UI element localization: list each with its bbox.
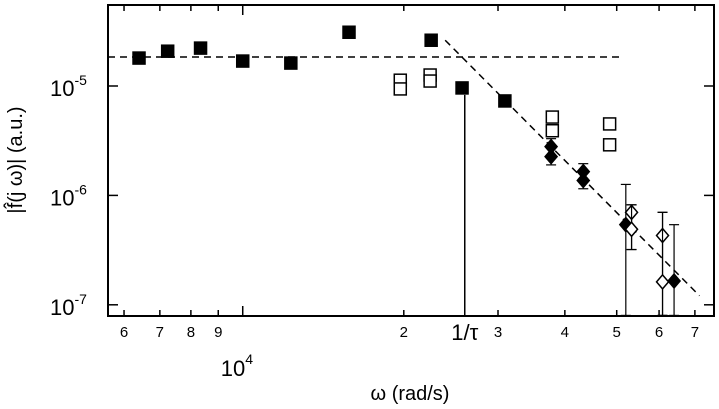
diamond-marker	[576, 172, 591, 189]
diamond-marker	[655, 273, 670, 291]
y-axis-label: |f̂(j ω)| (a.u.)	[4, 106, 27, 213]
x-tick-label-base: 10	[221, 356, 245, 381]
square-marker	[160, 44, 175, 58]
plot-frame	[107, 4, 715, 317]
y-tick-label-base: 10	[50, 76, 74, 101]
y-tick-label-exponent: -7	[74, 291, 87, 307]
tau-label: 1/τ	[451, 320, 478, 345]
x-tick-label: 6	[120, 324, 128, 341]
square-marker	[545, 123, 560, 138]
square-marker	[235, 54, 250, 68]
x-tick-label: 2	[400, 324, 408, 341]
y-tick-label: 10-5	[50, 72, 87, 101]
y-tick-label-exponent: -6	[74, 181, 87, 197]
x-tick-label: 4	[561, 324, 569, 341]
square-marker	[424, 33, 438, 47]
x-tick-label: 7	[156, 324, 164, 341]
y-tick-label-exponent: -5	[74, 72, 87, 88]
y-tick-label-base: 10	[50, 295, 74, 320]
x-tick-label: 104	[221, 351, 253, 381]
y-tick-label-base: 10	[50, 185, 74, 210]
square-marker	[284, 56, 298, 70]
square-marker	[393, 82, 408, 96]
diamond-marker	[624, 221, 639, 238]
square-marker	[498, 94, 512, 108]
x-tick-label: 5	[613, 324, 621, 341]
y-tick-label: 10-6	[50, 181, 87, 210]
square-marker	[455, 81, 469, 95]
x-tick-label-exponent: 4	[245, 351, 253, 367]
square-marker	[342, 25, 356, 39]
y-tick-label: 10-7	[50, 291, 87, 320]
reference-line	[444, 39, 701, 297]
x-tick-label: 8	[187, 324, 195, 341]
x-tick-label: 9	[214, 324, 222, 341]
square-marker	[193, 41, 208, 55]
x-tick-label: 6	[655, 324, 663, 341]
square-marker	[602, 117, 617, 131]
x-tick-label: 3	[494, 324, 502, 341]
diamond-marker	[667, 272, 682, 290]
square-marker	[132, 51, 146, 65]
square-marker	[423, 74, 437, 88]
x-tick-label: 7	[691, 324, 699, 341]
square-marker	[602, 138, 617, 152]
square-marker	[545, 110, 560, 124]
x-axis-label: ω (rad/s)	[371, 383, 450, 405]
diamond-marker	[544, 148, 559, 165]
